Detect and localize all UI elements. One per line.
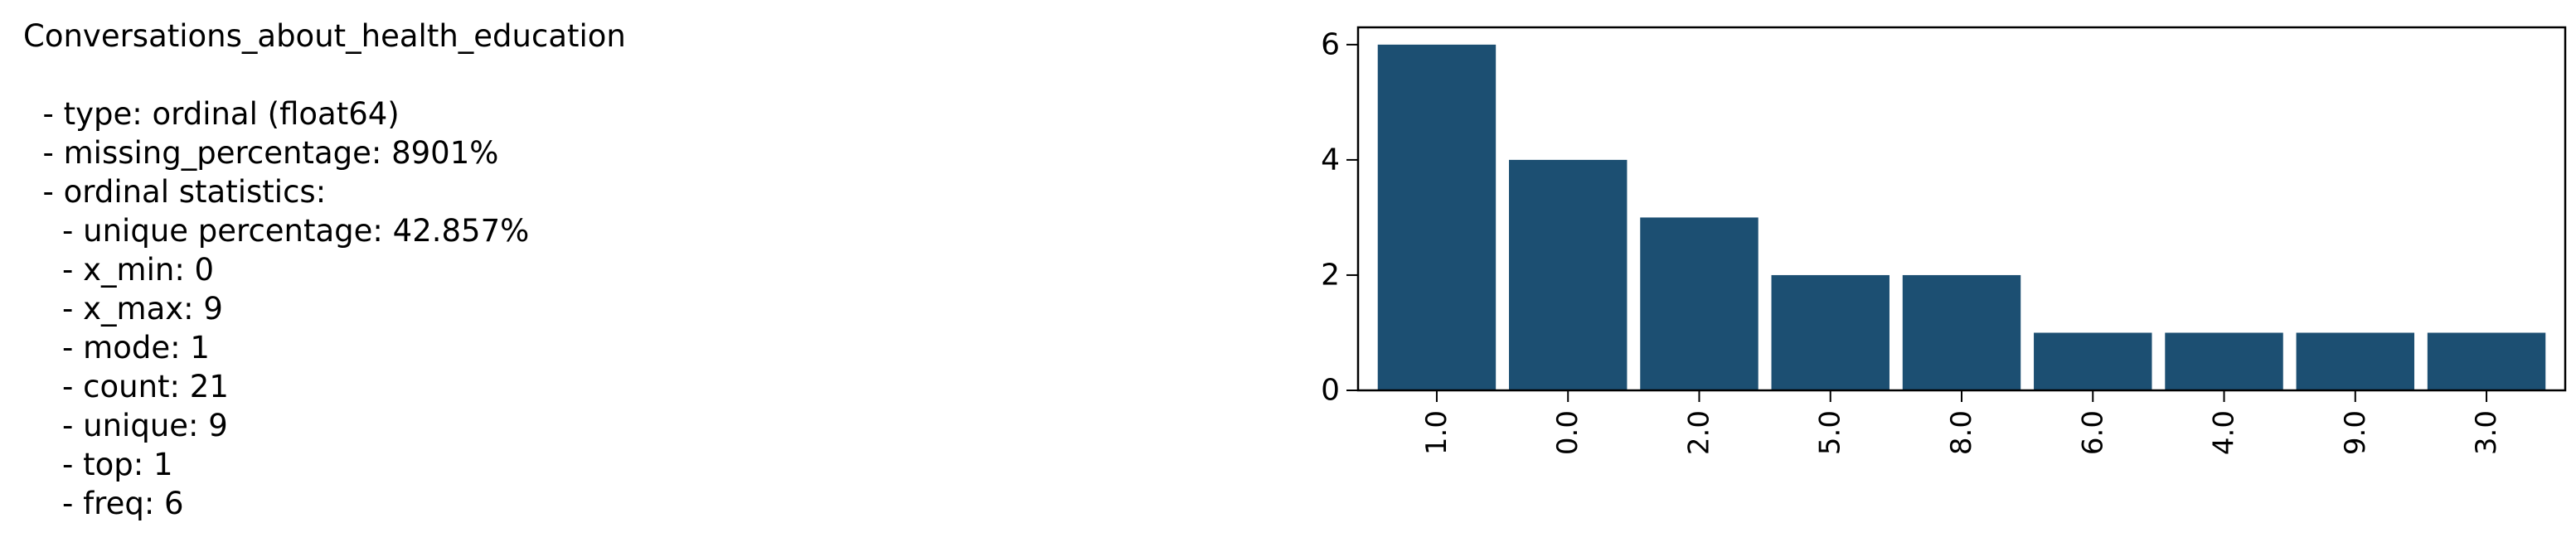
y-axis: 0 2 4 6 (1321, 27, 1358, 408)
column-summary: Conversations_about_health_education - t… (23, 17, 626, 523)
y-tick-label: 0 (1321, 374, 1340, 408)
summary-line: - unique: 9 (23, 408, 228, 443)
y-tick-label: 6 (1321, 27, 1340, 61)
x-axis: 1.0 0.0 2.0 5.0 8.0 6.0 4.0 9.0 3.0 (1420, 390, 2503, 455)
summary-line: - x_max: 9 (23, 291, 223, 327)
bars-group (1377, 44, 2546, 390)
summary-line: - count: 21 (23, 369, 229, 404)
summary-line: - type: ordinal (float64) (23, 96, 400, 132)
bar-1.0 (1377, 44, 1497, 390)
bar-5.0 (1771, 274, 1890, 390)
bar-8.0 (1902, 274, 2021, 390)
bar-4.0 (2165, 332, 2283, 390)
x-tick-label: 1.0 (1420, 410, 1453, 455)
summary-line: - missing_percentage: 8901% (23, 135, 499, 171)
x-tick-label: 9.0 (2339, 410, 2372, 455)
x-tick-label: 4.0 (2208, 410, 2241, 455)
summary-line: - ordinal statistics: (23, 174, 327, 210)
summary-title: Conversations_about_health_education (23, 18, 626, 54)
x-tick-label: 5.0 (1814, 410, 1847, 455)
y-tick-label: 2 (1321, 258, 1340, 292)
bar-3.0 (2427, 332, 2546, 390)
x-tick-label: 0.0 (1551, 410, 1584, 455)
summary-line: - x_min: 0 (23, 252, 215, 288)
x-tick-label: 3.0 (2470, 410, 2503, 455)
bar-6.0 (2034, 332, 2152, 390)
summary-line: - mode: 1 (23, 330, 210, 365)
summary-line: - freq: 6 (23, 486, 184, 521)
x-tick-label: 2.0 (1682, 410, 1715, 455)
summary-line: - top: 1 (23, 447, 173, 482)
bar-9.0 (2296, 332, 2414, 390)
x-tick-label: 8.0 (1945, 410, 1978, 455)
y-tick-label: 4 (1321, 143, 1340, 177)
bar-2.0 (1640, 217, 1759, 390)
x-tick-label: 6.0 (2076, 410, 2109, 455)
summary-line: - unique percentage: 42.857% (23, 213, 530, 249)
bar-0.0 (1509, 159, 1628, 390)
